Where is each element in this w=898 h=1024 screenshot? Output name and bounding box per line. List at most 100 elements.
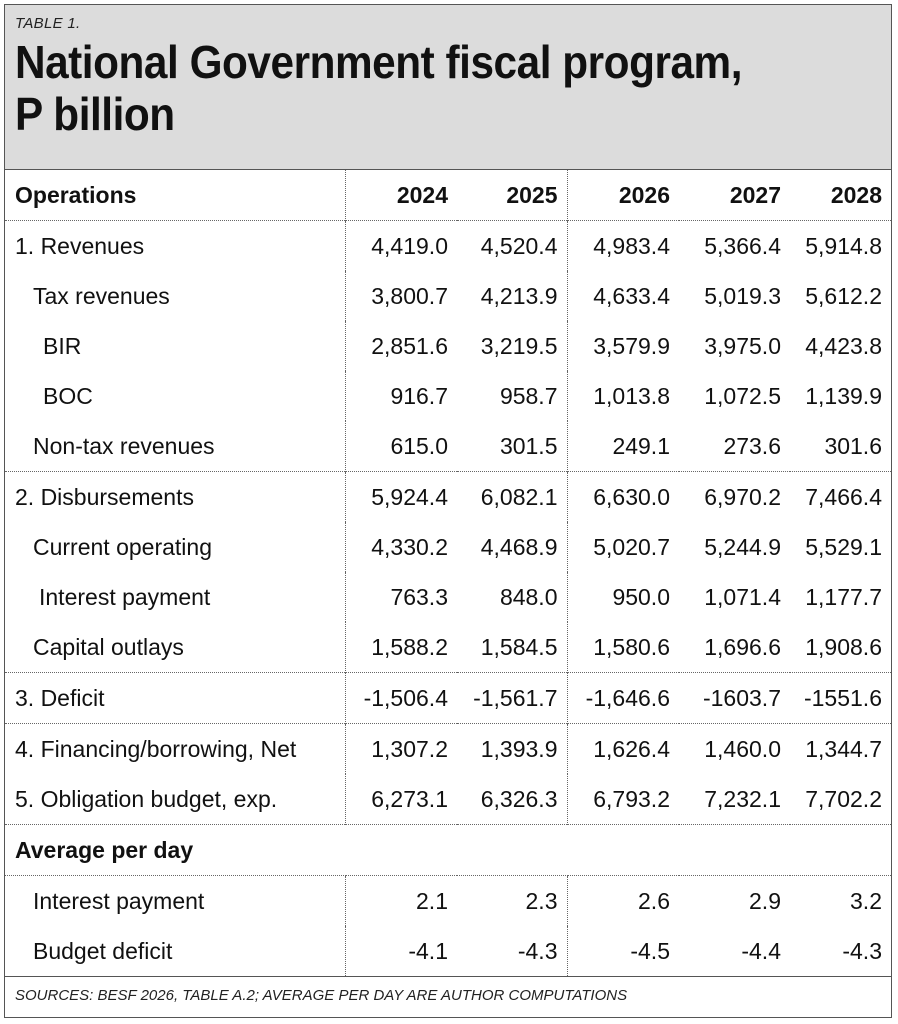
cell-2026: 6,630.0 bbox=[566, 471, 679, 522]
column-header-2026: 2026 bbox=[566, 170, 679, 221]
cell-2026: 2.6 bbox=[566, 875, 679, 926]
cell-2024: 1,588.2 bbox=[344, 622, 457, 673]
cell-2027: 273.6 bbox=[723, 432, 781, 459]
cell-2027: 1,071.4 bbox=[704, 583, 781, 610]
cell-2027: 3,975.0 bbox=[704, 332, 781, 359]
cell-2028: 4,423.8 bbox=[805, 332, 882, 359]
column-header-2024: 2024 bbox=[344, 170, 457, 221]
cell-2025: 6,326.3 bbox=[480, 785, 558, 812]
cell-2025: -4.3 bbox=[517, 937, 558, 964]
row-label: 2. Disbursements bbox=[5, 471, 345, 522]
cell-2025: 1,584.5 bbox=[480, 633, 558, 660]
cell-2028: 7,702.2 bbox=[805, 785, 882, 812]
cell-2028: 1,139.9 bbox=[805, 382, 882, 409]
row-label: Non-tax revenues bbox=[33, 432, 215, 459]
cell-2026: 6,793.2 bbox=[566, 774, 679, 825]
table-number-label: TABLE 1. bbox=[15, 15, 81, 32]
cell-2024: 2,851.6 bbox=[344, 321, 457, 371]
cell-2026: 1,013.8 bbox=[566, 371, 679, 421]
table-figure: TABLE 1. National Government fiscal prog… bbox=[4, 4, 892, 1018]
cell-2024: 5,924.4 bbox=[344, 471, 457, 522]
cell-2026: -1,646.6 bbox=[566, 672, 679, 724]
row-label: Capital outlays bbox=[33, 633, 184, 660]
cell-2028: -4.3 bbox=[842, 937, 882, 964]
cell-2027: 1,696.6 bbox=[704, 633, 781, 660]
cell-2028: 301.6 bbox=[824, 432, 882, 459]
row-label: Current operating bbox=[33, 533, 212, 560]
table-header: TABLE 1. National Government fiscal prog… bbox=[5, 5, 891, 170]
table-row: Capital outlays 1,588.2 1,584.5 1,580.6 … bbox=[5, 622, 891, 673]
cell-2028: 1,908.6 bbox=[805, 633, 882, 660]
cell-2024: 4,330.2 bbox=[344, 522, 457, 572]
table-row: Interest payment 2.1 2.3 2.6 2.9 3.2 bbox=[5, 875, 891, 926]
source-note: SOURCES: BESF 2026, TABLE A.2; AVERAGE P… bbox=[5, 976, 891, 1016]
cell-2027: -4.4 bbox=[741, 937, 781, 964]
column-header-operations: Operations bbox=[15, 181, 137, 208]
cell-2028: 1,177.7 bbox=[805, 583, 882, 610]
row-label: Tax revenues bbox=[33, 282, 170, 309]
section-header-row: Average per day bbox=[5, 824, 891, 876]
cell-2027: 2.9 bbox=[679, 875, 790, 926]
cell-2025: 2.3 bbox=[457, 875, 567, 926]
cell-2026: 1,626.4 bbox=[566, 723, 679, 774]
row-label: Interest payment bbox=[5, 875, 345, 926]
cell-2028: 7,466.4 bbox=[790, 471, 891, 522]
row-label: Interest payment bbox=[39, 583, 211, 610]
cell-2024: 916.7 bbox=[344, 371, 457, 421]
cell-2024: 1,307.2 bbox=[344, 723, 457, 774]
cell-2028: 1,344.7 bbox=[790, 723, 891, 774]
fiscal-program-table: Operations 2024 2025 2026 2027 2028 1. R… bbox=[5, 170, 891, 976]
cell-2028: 5,612.2 bbox=[805, 282, 882, 309]
cell-2028: 3.2 bbox=[790, 875, 891, 926]
page-title: National Government fiscal program, P bi… bbox=[15, 36, 825, 140]
title-line-2: P billion bbox=[15, 88, 175, 140]
cell-2025: 301.5 bbox=[499, 432, 558, 459]
cell-2024: -1,506.4 bbox=[344, 672, 457, 724]
table-row: 4. Financing/borrowing, Net 1,307.2 1,39… bbox=[5, 723, 891, 774]
table-row: Budget deficit -4.1 -4.3 -4.5 -4.4 -4.3 bbox=[5, 926, 891, 976]
section-label-average-per-day: Average per day bbox=[5, 824, 891, 876]
cell-2028: 5,914.8 bbox=[790, 220, 891, 271]
table-row: 3. Deficit -1,506.4 -1,561.7 -1,646.6 -1… bbox=[5, 672, 891, 724]
cell-2025: 4,468.9 bbox=[480, 533, 558, 560]
table-row: BOC 916.7 958.7 1,013.8 1,072.5 1,139.9 bbox=[5, 371, 891, 421]
cell-2025: 4,213.9 bbox=[480, 282, 558, 309]
cell-2024: 3,800.7 bbox=[344, 271, 457, 321]
cell-2025: 848.0 bbox=[499, 583, 558, 610]
row-label: Budget deficit bbox=[33, 937, 173, 964]
table-row: 1. Revenues 4,419.0 4,520.4 4,983.4 5,36… bbox=[5, 220, 891, 271]
column-header-2025: 2025 bbox=[506, 181, 558, 208]
cell-2024: 763.3 bbox=[344, 572, 457, 622]
table-row: 2. Disbursements 5,924.4 6,082.1 6,630.0… bbox=[5, 471, 891, 522]
cell-2024: 615.0 bbox=[344, 421, 457, 472]
cell-2026: 249.1 bbox=[566, 421, 679, 472]
cell-2027: -1603.7 bbox=[679, 672, 790, 724]
column-header-row: Operations 2024 2025 2026 2027 2028 bbox=[5, 170, 891, 221]
title-line-1: National Government fiscal program, bbox=[15, 36, 743, 88]
cell-2025: 1,393.9 bbox=[457, 723, 567, 774]
row-label: BIR bbox=[43, 332, 82, 359]
cell-2027: 5,244.9 bbox=[704, 533, 781, 560]
cell-2028: -1551.6 bbox=[790, 672, 891, 724]
cell-2024: 4,419.0 bbox=[344, 220, 457, 271]
cell-2025: 958.7 bbox=[499, 382, 558, 409]
cell-2026: 4,633.4 bbox=[566, 271, 679, 321]
cell-2027: 5,019.3 bbox=[704, 282, 781, 309]
cell-2026: 1,580.6 bbox=[566, 622, 679, 673]
cell-2026: 4,983.4 bbox=[566, 220, 679, 271]
cell-2027: 6,970.2 bbox=[679, 471, 790, 522]
cell-2026: 5,020.7 bbox=[566, 522, 679, 572]
cell-2025: 3,219.5 bbox=[480, 332, 558, 359]
cell-2025: 6,082.1 bbox=[457, 471, 567, 522]
row-label: 1. Revenues bbox=[5, 220, 345, 271]
cell-2027: 7,232.1 bbox=[704, 785, 781, 812]
row-label: 3. Deficit bbox=[5, 672, 345, 724]
table-row: Current operating 4,330.2 4,468.9 5,020.… bbox=[5, 522, 891, 572]
cell-2027: 5,366.4 bbox=[679, 220, 790, 271]
cell-2026: 3,579.9 bbox=[566, 321, 679, 371]
row-label: 4. Financing/borrowing, Net bbox=[5, 723, 345, 774]
column-header-2027: 2027 bbox=[729, 181, 781, 208]
table-row: Tax revenues 3,800.7 4,213.9 4,633.4 5,0… bbox=[5, 271, 891, 321]
table-row: Interest payment 763.3 848.0 950.0 1,071… bbox=[5, 572, 891, 622]
cell-2024: 2.1 bbox=[344, 875, 457, 926]
